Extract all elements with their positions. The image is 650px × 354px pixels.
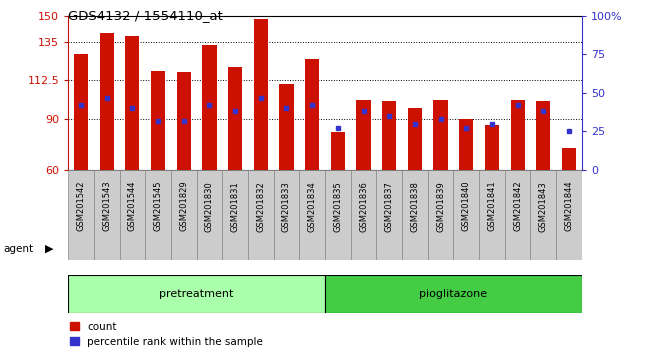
Bar: [146, 170, 171, 260]
Bar: [202, 45, 216, 170]
Bar: [177, 73, 191, 170]
Bar: [428, 170, 454, 260]
Bar: [196, 170, 222, 260]
Bar: [510, 100, 525, 170]
Text: GSM201836: GSM201836: [359, 181, 368, 232]
Text: GSM201838: GSM201838: [410, 181, 419, 232]
Text: GSM201835: GSM201835: [333, 181, 343, 232]
Text: GSM201834: GSM201834: [307, 181, 317, 232]
Bar: [171, 170, 196, 260]
Bar: [151, 71, 165, 170]
Bar: [556, 170, 582, 260]
Text: GSM201832: GSM201832: [256, 181, 265, 232]
Bar: [434, 100, 448, 170]
Text: GSM201844: GSM201844: [564, 181, 573, 232]
Bar: [454, 170, 479, 260]
Bar: [479, 170, 505, 260]
Bar: [402, 170, 428, 260]
Text: GSM201543: GSM201543: [102, 181, 111, 232]
Text: GSM201841: GSM201841: [488, 181, 497, 232]
Bar: [505, 170, 530, 260]
Text: pioglitazone: pioglitazone: [419, 289, 488, 299]
Text: GSM201829: GSM201829: [179, 181, 188, 232]
Bar: [74, 53, 88, 170]
Bar: [382, 102, 396, 170]
Text: GSM201831: GSM201831: [231, 181, 240, 232]
Bar: [376, 170, 402, 260]
Bar: [351, 170, 376, 260]
Legend: count, percentile rank within the sample: count, percentile rank within the sample: [70, 322, 263, 347]
Text: GSM201837: GSM201837: [385, 181, 394, 232]
Bar: [280, 84, 294, 170]
Text: ▶: ▶: [44, 244, 53, 253]
Text: GSM201843: GSM201843: [539, 181, 548, 232]
Text: agent: agent: [3, 244, 33, 253]
Bar: [356, 100, 370, 170]
Bar: [68, 275, 325, 313]
Bar: [325, 170, 351, 260]
Bar: [485, 125, 499, 170]
Bar: [325, 275, 582, 313]
Bar: [222, 170, 248, 260]
Bar: [562, 148, 576, 170]
Bar: [228, 67, 242, 170]
Bar: [68, 170, 94, 260]
Bar: [274, 170, 299, 260]
Bar: [459, 119, 473, 170]
Text: GDS4132 / 1554110_at: GDS4132 / 1554110_at: [68, 9, 223, 22]
Bar: [120, 170, 146, 260]
Bar: [530, 170, 556, 260]
Bar: [125, 36, 140, 170]
Bar: [300, 170, 325, 260]
Bar: [331, 132, 345, 170]
Text: GSM201544: GSM201544: [128, 181, 137, 231]
Text: GSM201833: GSM201833: [282, 181, 291, 232]
Text: GSM201545: GSM201545: [153, 181, 162, 231]
Text: GSM201542: GSM201542: [77, 181, 86, 231]
Text: pretreatment: pretreatment: [159, 289, 234, 299]
Bar: [305, 59, 319, 170]
Text: GSM201839: GSM201839: [436, 181, 445, 232]
Bar: [248, 170, 274, 260]
Text: GSM201840: GSM201840: [462, 181, 471, 232]
Bar: [536, 102, 551, 170]
Bar: [99, 33, 114, 170]
Bar: [408, 108, 422, 170]
Bar: [94, 170, 120, 260]
Text: GSM201830: GSM201830: [205, 181, 214, 232]
Bar: [254, 19, 268, 170]
Text: GSM201842: GSM201842: [513, 181, 522, 232]
